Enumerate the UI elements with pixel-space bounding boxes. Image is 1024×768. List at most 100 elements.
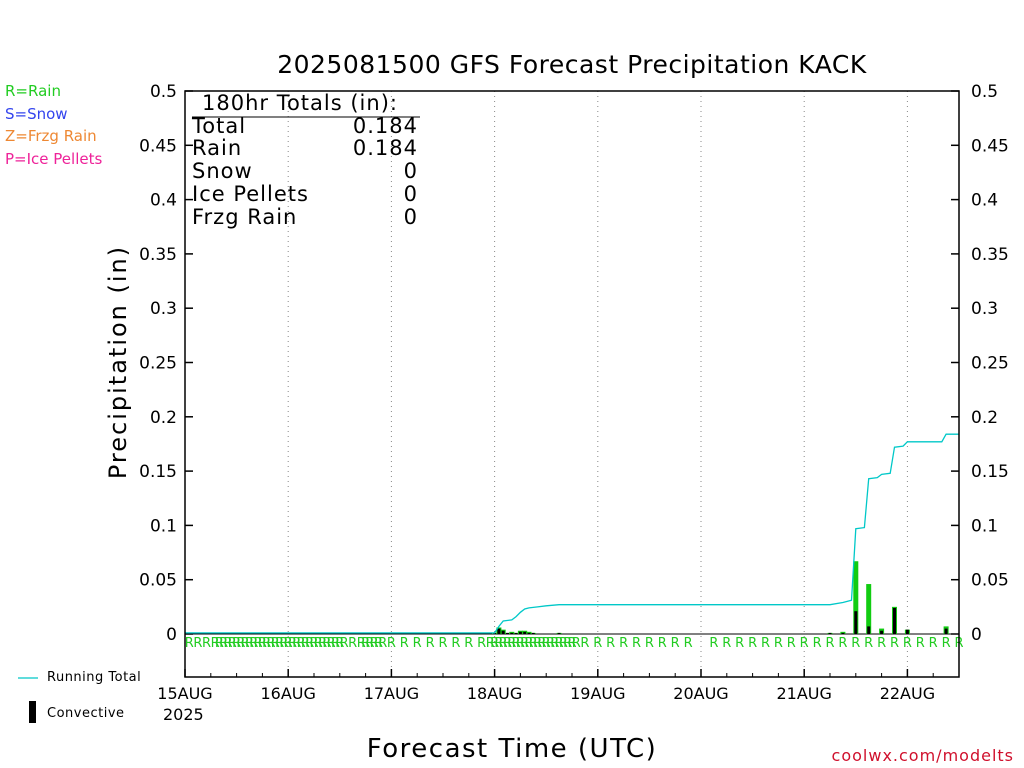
rain-type-marker: R (387, 636, 396, 651)
y-tick-label-right: 0.3 (971, 299, 998, 319)
totals-row-label: Frzg Rain (192, 204, 298, 229)
convective-precip-bar (828, 632, 832, 634)
rain-type-marker: R (645, 636, 654, 651)
convective-precip-bar (880, 630, 884, 634)
precip-type-legend-item: P=Ice Pellets (5, 149, 103, 168)
rain-type-marker: R (800, 636, 809, 651)
rain-type-marker: R (813, 636, 822, 651)
y-tick-label-left: 0.05 (139, 571, 177, 591)
rain-type-marker: R (254, 636, 263, 651)
rain-type-marker: R (202, 636, 211, 651)
rain-type-marker: R (185, 636, 194, 651)
x-tick-label: 16AUG (260, 684, 315, 703)
rain-type-marker: R (735, 636, 744, 651)
convective-precip-bar (506, 632, 509, 634)
rain-type-marker: R (193, 636, 202, 651)
year-label: 2025 (163, 705, 204, 724)
rain-type-marker: R (516, 636, 525, 651)
x-tick-label: 22AUG (880, 684, 935, 703)
rain-type-marker: R (890, 636, 899, 651)
rain-type-marker: R (555, 636, 564, 651)
totals-header: 180hr Totals (in): (202, 91, 398, 115)
rain-type-marker: R (486, 636, 495, 651)
total-precip-bar (853, 561, 859, 634)
y-tick-label-left: 0.5 (150, 82, 177, 102)
rain-type-marker: R (722, 636, 731, 651)
rain-type-marker: R (400, 636, 409, 651)
y-tick-label-right: 0.1 (971, 516, 998, 536)
rain-type-marker: R (903, 636, 912, 651)
rain-type-marker: R (271, 636, 280, 651)
y-tick-label-right: 0.35 (971, 245, 1009, 265)
x-tick-label: 18AUG (467, 684, 522, 703)
rain-type-marker: R (374, 636, 383, 651)
rain-type-marker: R (357, 636, 366, 651)
y-tick-label-left: 0.1 (150, 516, 177, 536)
y-tick-label-left: 0.2 (150, 408, 177, 428)
rain-type-marker: R (309, 636, 318, 651)
rain-type-marker: R (322, 636, 331, 651)
x-tick-label: 19AUG (570, 684, 625, 703)
site-credit: coolwx.com/modelts (831, 746, 1014, 765)
rain-type-marker: R (327, 636, 336, 651)
rain-type-marker: R (301, 636, 310, 651)
y-tick-label-right: 0.05 (971, 571, 1009, 591)
totals-row-label: Total (192, 113, 247, 138)
rain-type-marker: R (494, 636, 503, 651)
rain-type-marker: R (335, 636, 344, 651)
rain-type-marker: R (709, 636, 718, 651)
rain-type-marker: R (593, 636, 602, 651)
rain-type-marker: R (215, 636, 224, 651)
totals-row-value: 0 (403, 159, 418, 184)
rain-type-marker: R (258, 636, 267, 651)
convective-precip-bar (531, 632, 535, 634)
totals-row-value: 0 (403, 181, 418, 206)
rain-type-marker: R (426, 636, 435, 651)
rain-type-marker: R (606, 636, 615, 651)
rain-type-marker: R (619, 636, 628, 651)
rain-type-marker: R (632, 636, 641, 651)
rain-type-marker: R (787, 636, 796, 651)
convective-precip-bar (497, 628, 501, 634)
rain-type-marker: R (219, 636, 228, 651)
totals-row-label: Snow (192, 159, 253, 184)
convective-swatch (29, 701, 36, 723)
rain-type-marker: R (838, 636, 847, 651)
rain-type-marker: R (275, 636, 284, 651)
y-tick-label-left: 0.35 (139, 245, 177, 265)
rain-type-marker: R (245, 636, 254, 651)
rain-type-marker: R (942, 636, 951, 651)
totals-row: Rain 0.184 (192, 137, 418, 160)
rain-type-marker: R (546, 636, 555, 651)
rain-type-marker: R (378, 636, 387, 651)
rain-type-marker: R (331, 636, 340, 651)
convective-precip-bar (518, 631, 522, 634)
rain-type-marker: R (262, 636, 271, 651)
rain-type-marker: R (413, 636, 422, 651)
convective-precip-bar (905, 629, 909, 634)
rain-type-marker: R (864, 636, 873, 651)
rain-type-marker: R (266, 636, 275, 651)
y-tick-label-right: 0.5 (971, 82, 998, 102)
totals-row-label: Rain (192, 136, 243, 161)
rain-type-marker: R (512, 636, 521, 651)
precip-type-legend-item: Z=Frzg Rain (5, 127, 97, 145)
x-tick-label: 21AUG (776, 684, 831, 703)
totals-row-value: 0.184 (352, 136, 418, 161)
convective-precip-bar (514, 632, 518, 634)
rain-type-marker: R (249, 636, 258, 651)
rain-type-marker: R (929, 636, 938, 651)
totals-row-label: Ice Pellets (192, 181, 309, 206)
rain-type-marker: R (464, 636, 473, 651)
totals-rows: Total 0.184 Rain 0.184 Snow 0 Ice Pellets 0 Frzg… (192, 113, 418, 229)
rain-type-marker: R (658, 636, 667, 651)
rain-type-marker: R (365, 636, 374, 651)
rain-type-marker: R (297, 636, 306, 651)
convective-precip-bar (557, 632, 561, 634)
rain-type-marker: R (851, 636, 860, 651)
precip-type-legend-item: S=Snow (5, 104, 68, 123)
x-tick-label: 15AUG (157, 684, 212, 703)
rain-type-marker: R (761, 636, 770, 651)
rain-type-marker: R (314, 636, 323, 651)
